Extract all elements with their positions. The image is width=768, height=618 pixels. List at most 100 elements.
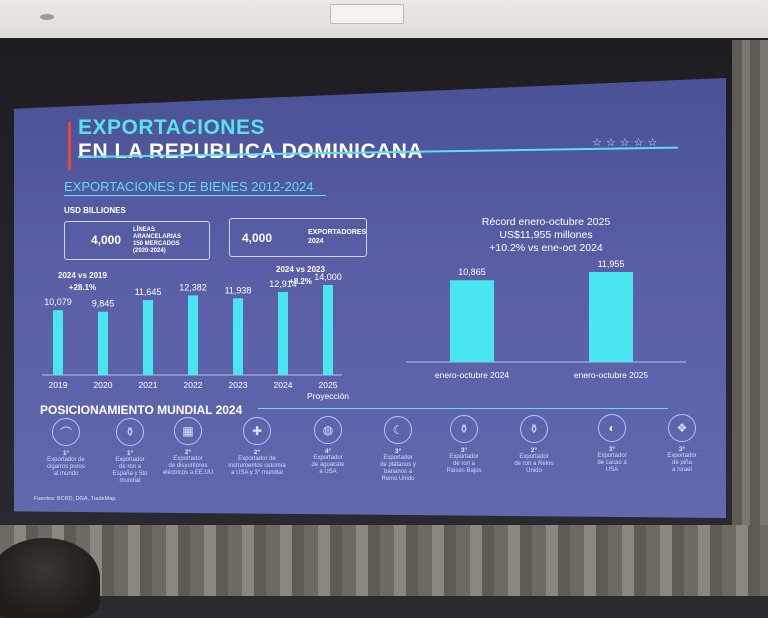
position-description-line: de aguacate: [311, 462, 345, 468]
position-description-line: de piña: [672, 459, 692, 466]
position-description-line: Exportador de: [238, 455, 276, 462]
ceiling-spotlight: [40, 14, 54, 20]
rum-bottle-icon: ⚱: [520, 414, 548, 443]
position-rank: 2°: [253, 448, 261, 456]
category-label: 2023: [229, 380, 248, 390]
subtitle-underline: [64, 195, 326, 196]
position-description-line: instrumentos ostomía: [228, 462, 286, 469]
slide-title-line2: EN LA REPUBLICA DOMINICANA: [78, 140, 424, 163]
positioning-underline: [258, 408, 668, 409]
position-description-line: España y 5to: [112, 470, 148, 477]
position-description-line: Países Bajos: [446, 468, 482, 474]
box1-label-line4: (2020-2024): [133, 248, 166, 254]
cmp1-line2: +28.1%: [68, 283, 97, 292]
bar-2024: [278, 291, 288, 375]
position-description-line: de cacao a: [597, 460, 627, 466]
position-rank: 1°: [126, 449, 134, 457]
bar-2024: [450, 280, 494, 362]
cacao-icon: ◐: [598, 414, 626, 442]
bar-value-label: 11,955: [598, 259, 625, 269]
position-description-line: Exportador: [449, 454, 479, 460]
position-description-line: Exportador de: [47, 457, 85, 463]
box2-label-line2: 2024: [308, 238, 324, 245]
record-bar-chart: 10,865 enero-octubre 2024 11,955 enero-octu…: [406, 259, 686, 380]
position-description-line: eléctricos a EE.UU: [162, 470, 214, 476]
category-label: 2022: [184, 380, 203, 390]
position-item: ✚ 2° Exportador de instrumentos ostomía a US…: [225, 416, 289, 477]
position-description-line: mundial: [119, 477, 141, 484]
rum-bottle-icon: ⚱: [116, 417, 144, 446]
position-rank: 3°: [394, 447, 402, 455]
position-item: ◍ 4° Exportador de aguacate a USA: [296, 416, 360, 476]
section-subtitle: EXPORTACIONES DE BIENES 2012-2024: [64, 179, 314, 194]
bar-value-label: 10,865: [458, 267, 486, 277]
ceiling-light: [330, 4, 404, 24]
audience-head: [0, 538, 100, 618]
box2-label-line1: EXPORTADORES: [308, 229, 367, 236]
cmp1-line1: 2024 vs 2019: [58, 271, 107, 280]
position-rank: 3°: [608, 446, 616, 453]
bar-2020: [98, 311, 108, 375]
bar-value-label: 14,000: [314, 272, 342, 282]
exportadores-box: 4,000 EXPORTADORES 2024: [229, 218, 367, 257]
stars-decoration: ☆☆☆☆☆: [592, 137, 662, 149]
cmp2-line1: 2024 vs 2023: [276, 265, 325, 274]
category-label: enero-octubre 2025: [574, 370, 648, 380]
position-rank: 2°: [530, 446, 538, 454]
position-item: ⚱ 2° Exportador de ron a Reino Unido: [502, 414, 566, 475]
position-description-line: Exportador: [667, 452, 697, 459]
position-description-line: Exportador: [115, 456, 145, 463]
box1-number: 4,000: [91, 233, 122, 247]
category-label: 2021: [139, 380, 158, 390]
bar-2025: [323, 285, 333, 375]
position-description-line: de ron a: [452, 461, 476, 467]
record-text: Récord enero-octubre 2025 US$11,955 mill…: [446, 216, 646, 255]
position-description-line: cigarros puros: [46, 464, 85, 470]
position-item: ☾ 3° Exportador de plátanos y bananos a Reino…: [366, 415, 430, 483]
position-description-line: Unido: [526, 467, 542, 474]
bar-2022: [188, 295, 198, 375]
position-item: ▦ 2° Exportador de disyuntores eléctricos a …: [156, 417, 220, 477]
box1-label-line3: 150 MERCADOS: [133, 241, 180, 247]
box2-number: 4,000: [242, 231, 273, 245]
box1-label-line2: ARANCELARIAS: [133, 234, 181, 240]
position-rank: 3°: [678, 445, 686, 453]
position-description-line: USA: [605, 467, 619, 473]
bar-2021: [143, 300, 153, 375]
category-sublabel: Proyección: [307, 391, 349, 401]
position-item: ◐ 3° Exportador de cacao a USA: [580, 414, 644, 474]
bar-value-label: 9,845: [92, 299, 115, 309]
breaker-icon: ▦: [174, 417, 202, 445]
position-description-line: a USA y 3° mundial: [231, 469, 283, 476]
lineas-arancelarias-box: 4,000 LÍNEAS ARANCELARIAS 150 MERCADOS (…: [64, 221, 210, 260]
position-item: ⚱ 3° Exportador de ron a Países Bajos: [432, 415, 496, 475]
slide-title-line1: EXPORTACIONES: [78, 116, 265, 139]
record-line3: +10.2% vs ene-oct 2024: [489, 242, 603, 254]
position-description-line: a USA: [319, 469, 337, 475]
category-label: 2024: [274, 380, 293, 390]
position-description-line: de disyuntores: [168, 463, 208, 469]
position-description-line: Exportador: [519, 453, 549, 460]
position-rank: 1°: [62, 450, 70, 457]
category-label: enero-octubre 2024: [435, 370, 509, 380]
rum-bottle-icon: ⚱: [450, 415, 478, 443]
position-description-line: Exportador: [383, 454, 413, 461]
box1-label-line1: LÍNEAS: [133, 227, 156, 233]
medical-cross-icon: ✚: [243, 416, 271, 445]
positioning-title: POSICIONAMIENTO MUNDIAL 2024: [40, 403, 243, 417]
category-label: 2019: [49, 380, 68, 390]
bar-value-label: 11,938: [225, 285, 252, 295]
cmp2-line2: +8.2%: [289, 277, 312, 286]
comparison-2024-vs-2019: 2024 vs 2019 +28.1%: [58, 270, 107, 294]
bar-value-label: 11,645: [135, 287, 162, 297]
position-rank: 4°: [324, 448, 332, 455]
position-rank: 3°: [460, 447, 468, 454]
position-description-line: bananos a: [383, 468, 413, 475]
position-item: ⚱ 1° Exportador de ron a España y 5to mundial: [98, 417, 162, 485]
avocado-icon: ◍: [314, 416, 342, 444]
position-item: ❖ 3° Exportador de piña a Israel: [650, 413, 714, 474]
record-line1: Récord enero-octubre 2025: [481, 216, 611, 228]
banana-icon: ☾: [384, 415, 412, 444]
box2-label: EXPORTADORES 2024: [308, 228, 366, 246]
bar-value-label: 10,079: [44, 297, 72, 307]
